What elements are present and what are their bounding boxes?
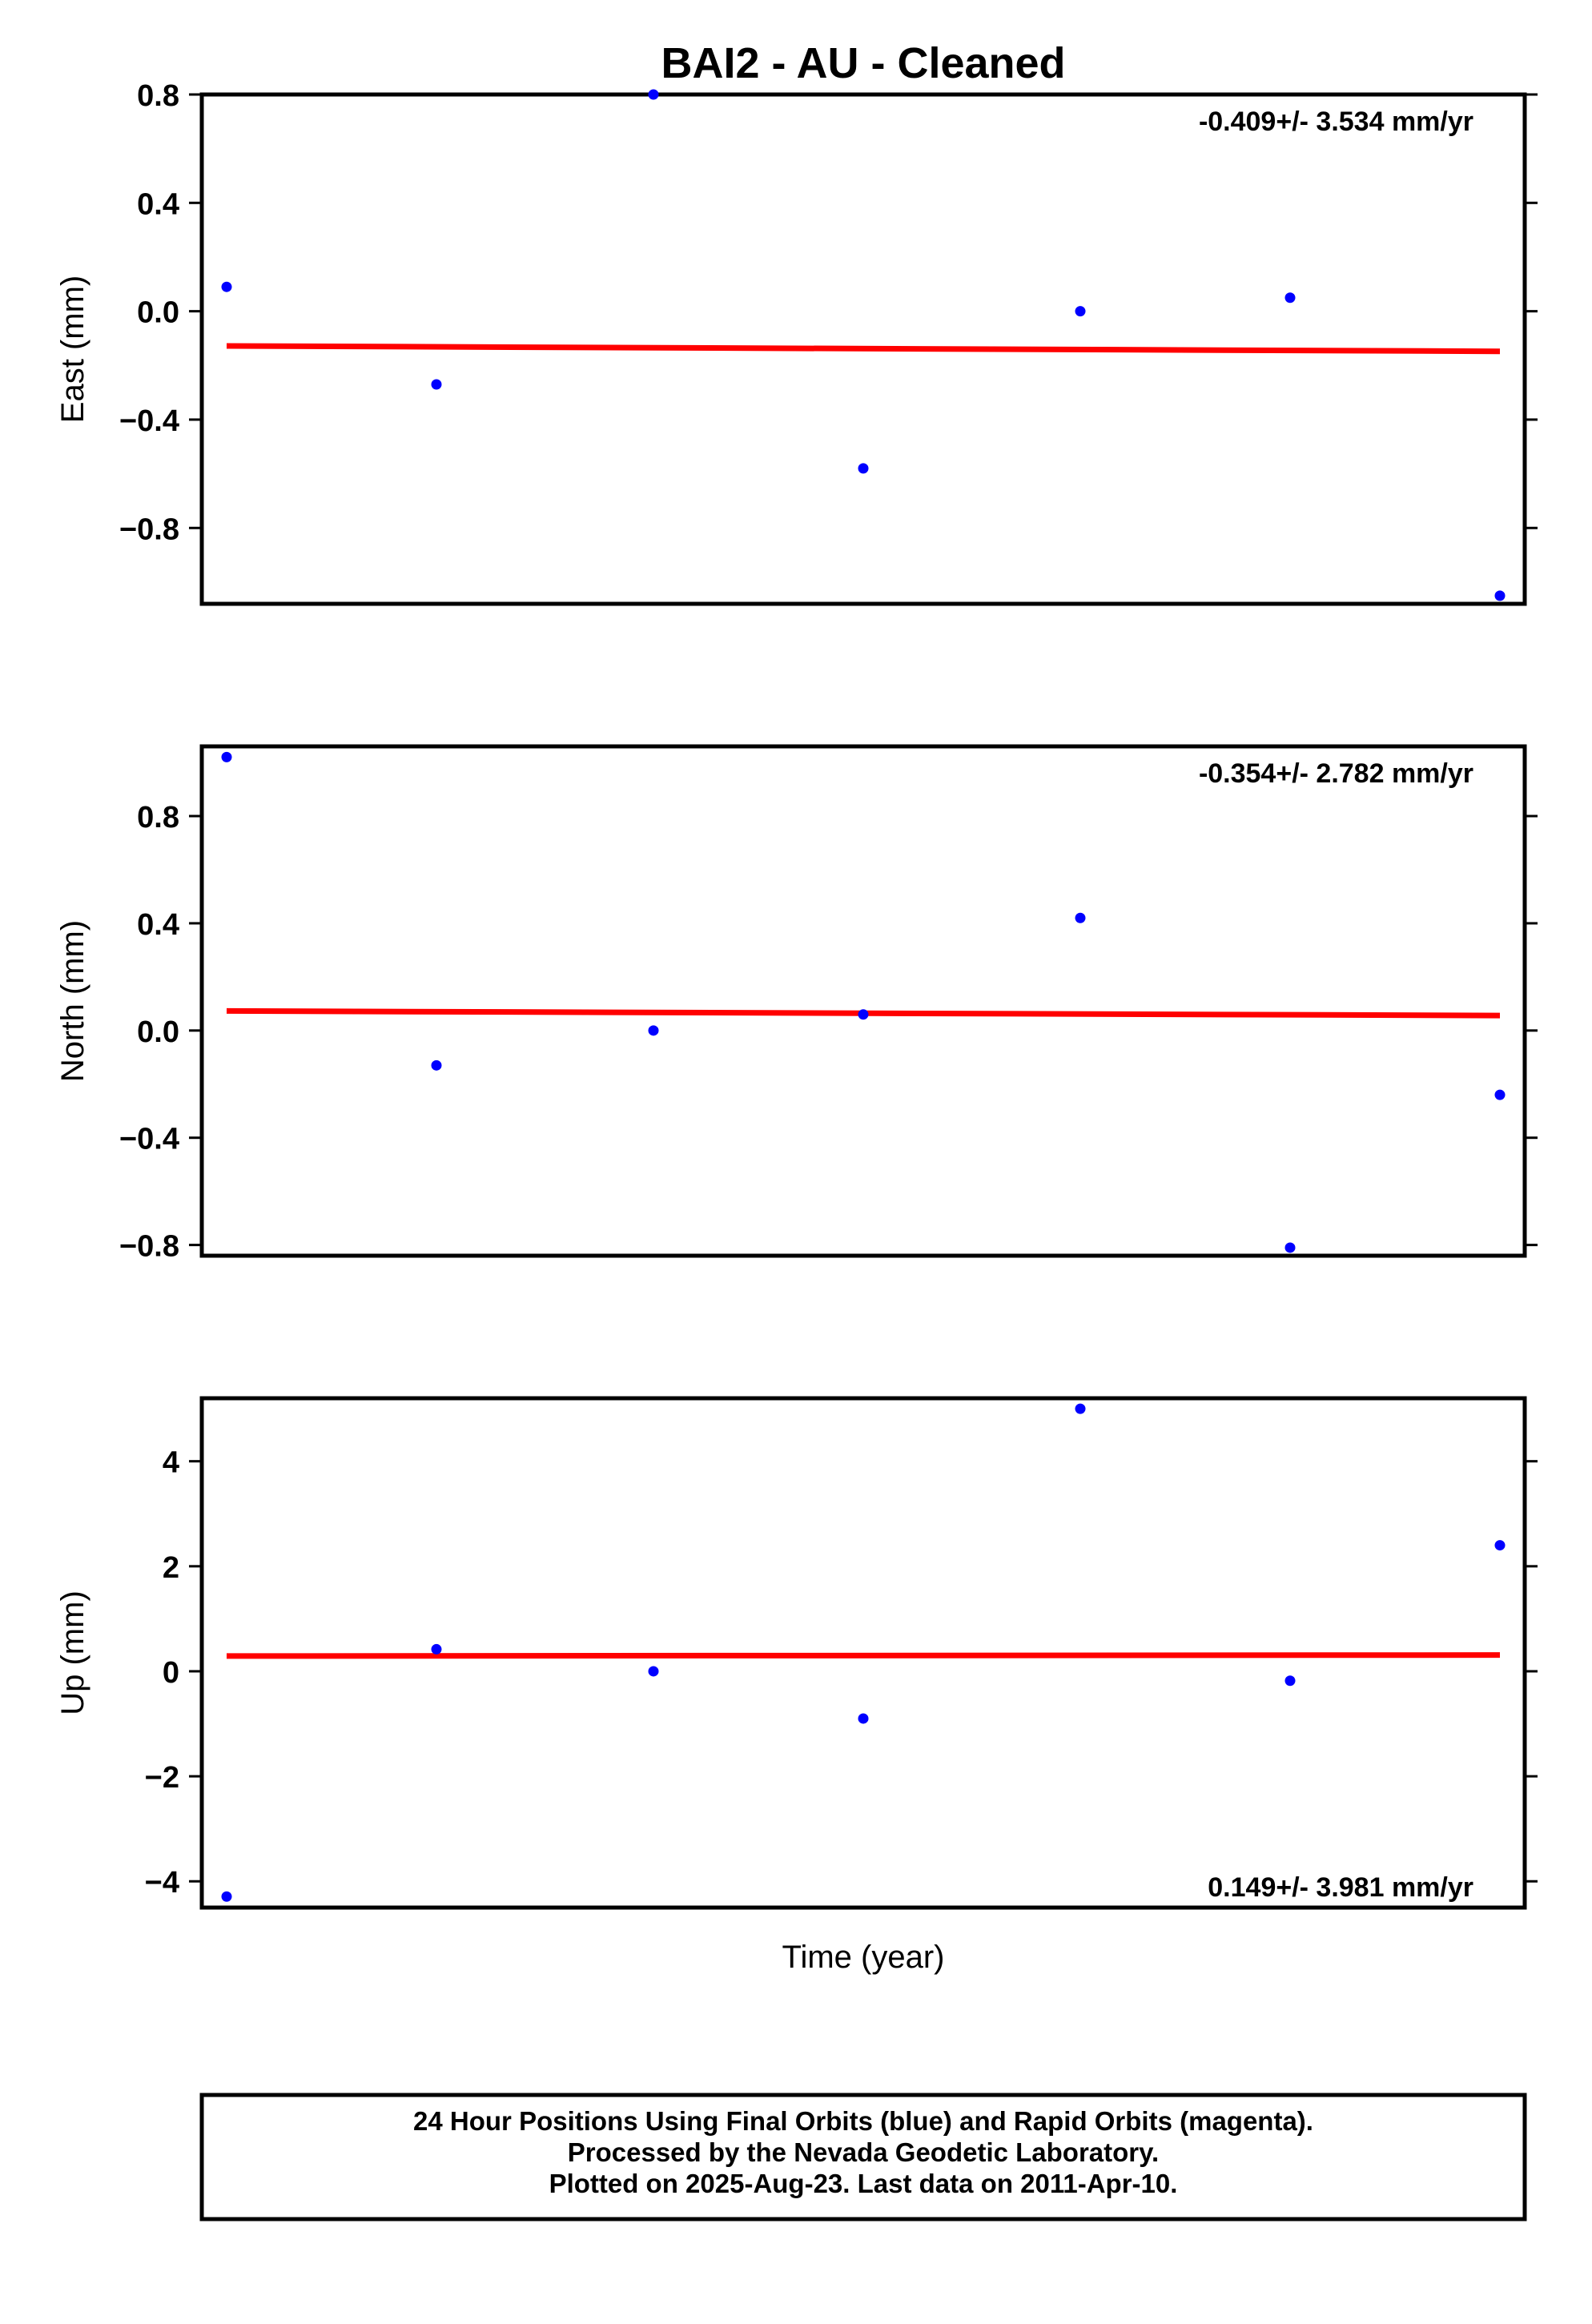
data-point xyxy=(1494,1089,1506,1100)
y-tick-label: 0 xyxy=(163,1656,179,1690)
data-point xyxy=(648,1025,659,1036)
x-axis-label: Time (year) xyxy=(782,1940,945,1975)
data-point xyxy=(648,89,659,100)
y-tick-label: 0.4 xyxy=(137,187,179,221)
y-tick-label: 0.8 xyxy=(137,79,179,113)
panel-2: 0.8 0.4 0.0 −0.4 −0.8 North (mm) -0.354+/- 2.7… xyxy=(55,744,1538,1264)
data-point xyxy=(1075,306,1086,317)
plot-frame xyxy=(199,92,1527,606)
y-axis-label: Up (mm) xyxy=(55,1590,90,1715)
y-tick-label: −2 xyxy=(145,1761,179,1795)
data-point xyxy=(221,751,232,762)
y-tick-label: −0.4 xyxy=(119,404,179,438)
y-tick-label: 2 xyxy=(163,1551,179,1585)
data-point xyxy=(1284,1242,1296,1253)
data-point xyxy=(858,1713,869,1724)
y-tick-label: 0.0 xyxy=(137,1015,179,1049)
plot-frame xyxy=(199,744,1527,1258)
fit-line xyxy=(226,1652,1501,1659)
rate-label: -0.354+/- 2.782 mm/yr xyxy=(1199,758,1473,789)
y-tick-label: 4 xyxy=(163,1446,179,1480)
panel-1: 0.8 0.4 0.0 −0.4 −0.8 East (mm) -0.409+/- 3.53… xyxy=(55,79,1538,606)
data-point xyxy=(1284,292,1296,304)
y-axis-label: East (mm) xyxy=(55,275,90,423)
footer-line-2: Processed by the Nevada Geodetic Laborat… xyxy=(568,2137,1159,2167)
data-point xyxy=(1494,1540,1506,1551)
data-point xyxy=(431,379,442,390)
y-axis-label: North (mm) xyxy=(55,920,90,1082)
data-point xyxy=(858,1009,869,1020)
data-point xyxy=(221,1891,232,1902)
data-point xyxy=(1075,1403,1086,1414)
data-point xyxy=(431,1059,442,1071)
y-tick-label: −0.8 xyxy=(119,1230,179,1264)
footer-line-3: Plotted on 2025-Aug-23. Last data on 201… xyxy=(549,2169,1178,2198)
y-tick-label: 0.4 xyxy=(137,908,179,942)
data-point xyxy=(1494,590,1506,601)
y-tick-label: 0.0 xyxy=(137,296,179,330)
y-tick-label: 0.8 xyxy=(137,801,179,834)
rate-label: -0.409+/- 3.534 mm/yr xyxy=(1199,107,1473,137)
y-tick-label: −4 xyxy=(145,1866,179,1900)
data-point xyxy=(1284,1675,1296,1687)
y-tick-label: −0.4 xyxy=(119,1123,179,1156)
data-point xyxy=(221,281,232,292)
footer-box xyxy=(199,2093,1527,2221)
y-tick-label: −0.8 xyxy=(119,513,179,546)
data-point xyxy=(648,1666,659,1677)
panel-3: 4 2 0 −2 −4 Up (mm) 0.149+/- 3.981 mm/yr xyxy=(55,1396,1538,1910)
chart-title: BAI2 - AU - Cleaned xyxy=(661,39,1065,87)
data-point xyxy=(431,1643,442,1655)
data-point xyxy=(1075,912,1086,923)
fit-line xyxy=(226,343,1501,355)
rate-label: 0.149+/- 3.981 mm/yr xyxy=(1208,1872,1473,1903)
panels: 0.8 0.4 0.0 −0.4 −0.8 East (mm) -0.409+/- 3.53… xyxy=(55,79,1538,1910)
footer-line-1: 24 Hour Positions Using Final Orbits (bl… xyxy=(413,2106,1313,2136)
data-point xyxy=(858,463,869,474)
plot-frame xyxy=(199,1396,1527,1910)
